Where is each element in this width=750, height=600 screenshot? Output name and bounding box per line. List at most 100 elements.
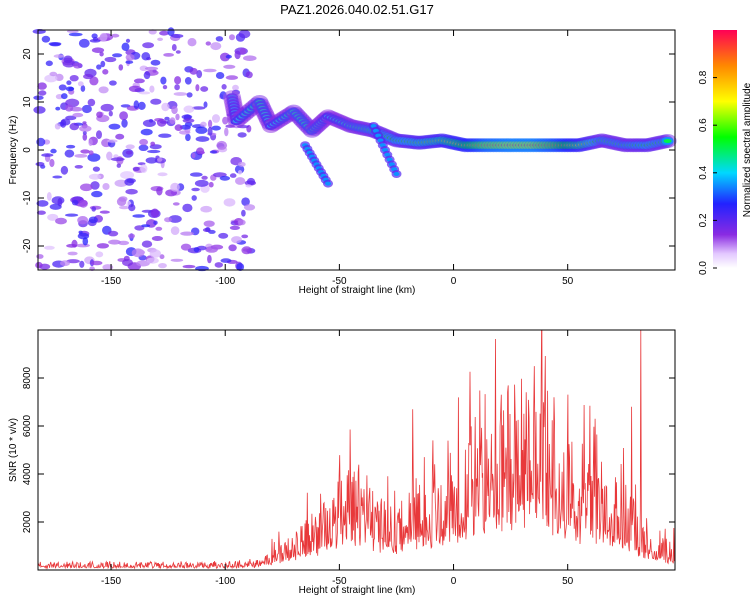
spectrogram-noise-blob [112, 53, 123, 58]
spectrogram-noise-blob [222, 116, 229, 125]
spectrogram-noise-blob [133, 78, 145, 84]
spectrogram-noise-blob [245, 71, 253, 79]
spectrogram-noise-blob [88, 150, 94, 156]
spectrogram-noise-blob [77, 81, 84, 87]
spectrogram-noise-blob [155, 226, 163, 231]
spectrogram-signal-core [663, 139, 672, 143]
spectrogram-noise-blob [163, 53, 175, 57]
spectrogram-noise-blob [65, 86, 75, 92]
spectrogram-noise-blob [146, 257, 159, 264]
spectrogram-noise-blob [195, 84, 200, 92]
spectrogram-noise-blob [242, 248, 250, 252]
spectrogram-noise-blob [159, 254, 165, 260]
spectrogram-noise-blob [237, 132, 247, 138]
spectrogram-noise-blob [44, 245, 55, 250]
spectrogram-noise-blob [170, 182, 180, 192]
spectrogram-noise-blob [65, 104, 74, 112]
spectrogram-noise-blob [200, 205, 213, 213]
spectrogram-noise-blob [205, 41, 211, 46]
spectrogram-noise-blob [60, 260, 70, 267]
spectrogram-noise-blob [71, 199, 79, 206]
spectrogram-noise-blob [203, 101, 208, 108]
spectrogram-noise-blob [200, 86, 209, 92]
spectrogram-noise-blob [77, 216, 89, 225]
spectrogram-noise-blob [196, 151, 205, 155]
spectrogram-x-tick-label: 50 [562, 276, 574, 287]
spectrogram-noise-blob [141, 52, 151, 61]
spectrogram-noise-blob [98, 86, 109, 94]
colorbar-tick-label: 0.0 [698, 261, 709, 275]
spectrogram-noise-blob [241, 234, 249, 239]
spectrogram-noise-blob [91, 190, 103, 198]
spectrogram-noise-blob [99, 210, 110, 214]
spectrogram-noise-blob [65, 213, 79, 217]
spectrogram-noise-blob [74, 154, 88, 158]
spectrogram-noise-blob [221, 84, 227, 90]
spectrogram-noise-blob [100, 60, 106, 68]
spectrogram-noise-blob [121, 42, 130, 51]
spectrogram-noise-blob [49, 203, 62, 210]
spectrogram-noise-blob [36, 254, 44, 259]
spectrogram-noise-blob [215, 36, 224, 42]
spectrogram-noise-blob [91, 33, 98, 39]
spectrogram-noise-blob [157, 157, 163, 162]
spectrogram-noise-blob [125, 144, 135, 150]
spectrogram-noise-blob [173, 92, 188, 96]
spectrogram-noise-blob [231, 236, 242, 244]
spectrogram-noise-blob [120, 171, 135, 180]
snr-frame [37, 329, 676, 571]
spectrogram-noise-blob [171, 105, 178, 115]
spectrogram-noise-blob [232, 84, 239, 91]
spectrogram-noise-blob [200, 121, 207, 128]
spectrogram-noise-blob [65, 115, 77, 121]
spectrogram-noise-blob [207, 254, 212, 264]
spectrogram-noise-blob [151, 236, 163, 241]
spectrogram-noise-blob [160, 76, 167, 85]
spectrogram-branch-core [393, 172, 400, 176]
spectrogram-noise-blob [128, 85, 142, 93]
spectrogram-noise-blob [138, 144, 149, 151]
spectrogram-noise-blob [201, 175, 208, 180]
spectrogram-noise-blob [210, 42, 222, 51]
spectrogram-y-tick-label: 0 [22, 147, 33, 153]
spectrogram-noise-blob [182, 118, 195, 123]
spectrogram-noise-blob [150, 59, 161, 66]
spectrogram-noise-blob [67, 251, 78, 256]
spectrogram-noise-blob [189, 67, 198, 75]
spectrogram-noise-blob [102, 183, 110, 190]
spectrogram-noise-blob [239, 48, 246, 55]
spectrogram-noise-blob [128, 204, 136, 212]
spectrogram-noise-blob [150, 208, 160, 218]
spectrogram-y-ticks: -20 -10 0 10 20 [22, 48, 675, 253]
spectrogram-noise-blob [182, 203, 193, 213]
spectrogram-noise-blob [143, 71, 151, 80]
spectrogram-noise-blob [115, 133, 125, 140]
spectrogram-noise-blob [81, 104, 92, 114]
spectrogram-noise-blob [91, 206, 96, 212]
spectrogram-noise-blob [108, 230, 119, 237]
spectrogram-noise-blob [76, 243, 90, 248]
spectrogram-noise-blob [36, 210, 46, 215]
colorbar-gradient [713, 30, 737, 268]
spectrogram-noise-blob [134, 225, 145, 231]
spectrogram-noise-blob [141, 240, 153, 248]
spectrogram-noise-blob [82, 133, 88, 141]
spectrogram-noise-blob [150, 141, 156, 146]
snr-y-tick-label: 8000 [22, 366, 33, 389]
spectrogram-noise-blob [158, 263, 167, 269]
spectrogram-noise-blob [117, 240, 130, 246]
spectrogram-noise-blob [78, 38, 90, 48]
spectrogram-noise-blob [132, 166, 140, 172]
spectrogram-noise-blob [179, 124, 191, 130]
spectrogram-noise-blob [110, 157, 125, 162]
spectrogram-noise-blob [66, 80, 72, 85]
spectrogram-branch-core [325, 181, 331, 186]
spectrogram-noise-blob [41, 35, 51, 43]
spectrogram-noise-blob [66, 29, 79, 33]
spectrogram-noise-blob [168, 215, 182, 223]
spectrogram-noise-blob [175, 50, 181, 54]
snr-y-tick-label: 6000 [22, 414, 33, 437]
spectrogram-noise-blob [69, 75, 79, 82]
spectrogram-noise-blob [229, 173, 237, 178]
spectrogram-noise-blob [99, 32, 108, 42]
